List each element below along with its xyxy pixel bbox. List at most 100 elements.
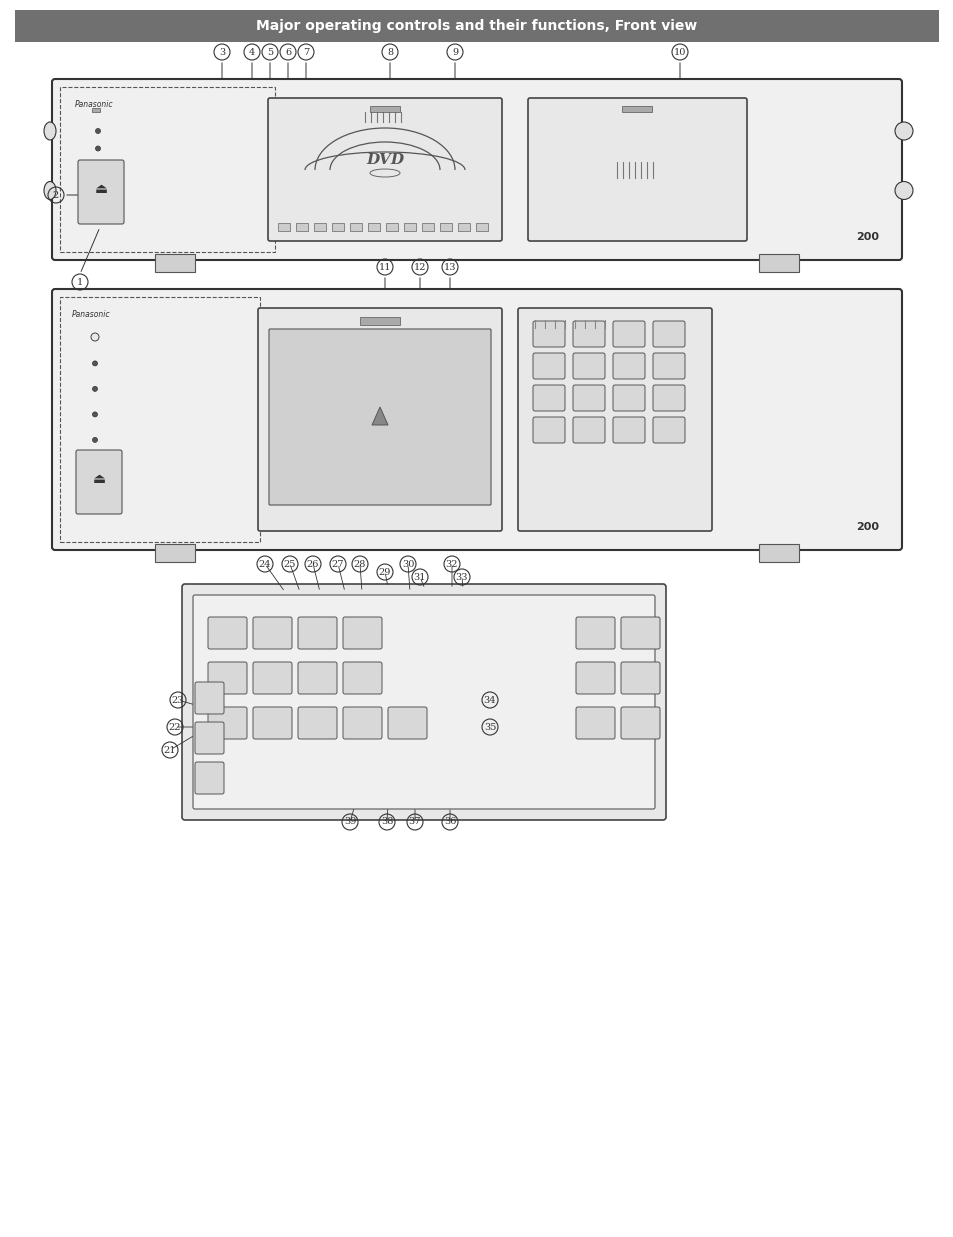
Bar <box>476 223 488 231</box>
Text: 39: 39 <box>343 818 355 826</box>
Circle shape <box>92 412 97 417</box>
Text: 13: 13 <box>443 262 456 271</box>
Text: 3: 3 <box>218 47 225 57</box>
Circle shape <box>95 146 100 151</box>
Circle shape <box>95 163 100 168</box>
FancyBboxPatch shape <box>208 617 247 649</box>
Text: 9: 9 <box>452 47 457 57</box>
Circle shape <box>894 182 912 199</box>
Circle shape <box>95 129 100 134</box>
FancyBboxPatch shape <box>573 320 604 348</box>
FancyBboxPatch shape <box>620 708 659 738</box>
Bar <box>759 254 799 272</box>
FancyBboxPatch shape <box>78 160 124 224</box>
FancyBboxPatch shape <box>253 617 292 649</box>
Text: DVD: DVD <box>366 153 404 167</box>
Text: 34: 34 <box>483 695 496 705</box>
FancyBboxPatch shape <box>620 662 659 694</box>
FancyBboxPatch shape <box>297 617 336 649</box>
Circle shape <box>95 181 100 186</box>
Bar <box>154 254 194 272</box>
FancyBboxPatch shape <box>527 98 746 241</box>
Bar <box>91 108 100 113</box>
Bar <box>457 223 470 231</box>
FancyBboxPatch shape <box>194 682 224 714</box>
FancyBboxPatch shape <box>193 595 655 809</box>
Bar <box>359 317 399 325</box>
FancyBboxPatch shape <box>15 10 938 42</box>
FancyBboxPatch shape <box>208 662 247 694</box>
FancyBboxPatch shape <box>652 353 684 379</box>
Text: 35: 35 <box>483 722 496 731</box>
Bar <box>421 223 434 231</box>
FancyBboxPatch shape <box>613 320 644 348</box>
FancyBboxPatch shape <box>253 662 292 694</box>
Text: 2: 2 <box>52 190 59 199</box>
FancyBboxPatch shape <box>194 722 224 755</box>
FancyBboxPatch shape <box>257 308 501 531</box>
FancyBboxPatch shape <box>652 320 684 348</box>
Bar <box>332 223 344 231</box>
Text: 7: 7 <box>302 47 309 57</box>
FancyBboxPatch shape <box>613 353 644 379</box>
Text: 1: 1 <box>77 277 83 287</box>
FancyBboxPatch shape <box>182 584 665 820</box>
FancyBboxPatch shape <box>576 617 615 649</box>
FancyBboxPatch shape <box>253 708 292 738</box>
Text: 25: 25 <box>283 559 295 569</box>
FancyBboxPatch shape <box>652 385 684 411</box>
Bar <box>277 223 290 231</box>
FancyBboxPatch shape <box>533 353 564 379</box>
Text: 12: 12 <box>414 262 426 271</box>
Text: 24: 24 <box>258 559 271 569</box>
FancyBboxPatch shape <box>533 320 564 348</box>
Circle shape <box>91 333 99 341</box>
Text: 21: 21 <box>164 746 176 755</box>
Bar <box>403 223 416 231</box>
Text: 8: 8 <box>387 47 393 57</box>
Bar <box>60 87 274 252</box>
Bar <box>370 106 399 113</box>
FancyBboxPatch shape <box>343 708 381 738</box>
FancyBboxPatch shape <box>269 329 491 505</box>
Bar <box>621 106 651 113</box>
Text: 5: 5 <box>267 47 273 57</box>
FancyBboxPatch shape <box>533 417 564 443</box>
Text: 200: 200 <box>855 233 878 242</box>
Bar <box>386 223 397 231</box>
Circle shape <box>894 122 912 140</box>
Ellipse shape <box>44 182 56 199</box>
FancyBboxPatch shape <box>194 762 224 794</box>
Bar <box>60 297 260 542</box>
Text: 37: 37 <box>408 818 421 826</box>
FancyBboxPatch shape <box>620 617 659 649</box>
Circle shape <box>92 438 97 443</box>
FancyBboxPatch shape <box>576 708 615 738</box>
Text: 29: 29 <box>378 568 391 576</box>
FancyBboxPatch shape <box>208 708 247 738</box>
FancyBboxPatch shape <box>573 353 604 379</box>
FancyBboxPatch shape <box>52 289 901 550</box>
Text: 38: 38 <box>380 818 393 826</box>
Text: Panasonic: Panasonic <box>71 309 111 318</box>
FancyBboxPatch shape <box>343 662 381 694</box>
Text: 23: 23 <box>172 695 184 705</box>
Bar <box>368 223 379 231</box>
Bar <box>154 544 194 562</box>
FancyBboxPatch shape <box>517 308 711 531</box>
Text: 22: 22 <box>169 722 181 731</box>
FancyBboxPatch shape <box>268 98 501 241</box>
Bar <box>350 223 361 231</box>
FancyBboxPatch shape <box>613 417 644 443</box>
Text: 28: 28 <box>354 559 366 569</box>
FancyBboxPatch shape <box>52 79 901 260</box>
FancyBboxPatch shape <box>76 450 122 515</box>
Text: 36: 36 <box>443 818 456 826</box>
Bar <box>314 223 326 231</box>
FancyBboxPatch shape <box>652 417 684 443</box>
Bar <box>439 223 452 231</box>
Text: 10: 10 <box>673 47 685 57</box>
Text: Panasonic: Panasonic <box>75 99 113 109</box>
FancyBboxPatch shape <box>533 385 564 411</box>
Text: 33: 33 <box>456 573 468 581</box>
